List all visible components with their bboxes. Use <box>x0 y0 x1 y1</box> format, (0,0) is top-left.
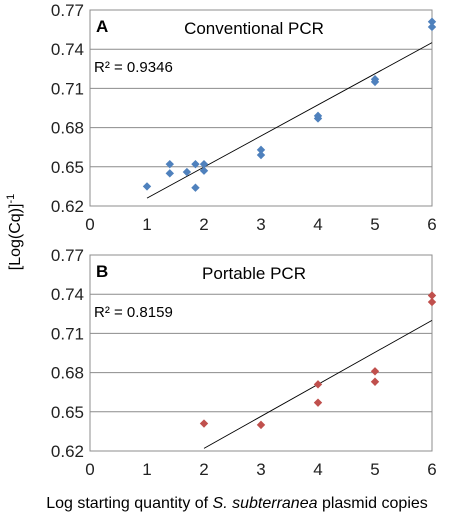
panel-b-points <box>199 291 437 430</box>
panel-a-trendline <box>146 42 433 199</box>
x-tick-label: 5 <box>370 215 379 234</box>
x-axis-label-suffix: plasmid copies <box>318 495 428 512</box>
x-axis-label: Log starting quantity of S. subterranea … <box>46 495 428 512</box>
panel-a-chart: 0.62 0.65 0.68 0.71 0.74 0.77 0 1 2 3 4 5 6 A Conve… <box>51 1 437 234</box>
y-axis-label: [Log(Cq)]-1 <box>5 194 24 270</box>
data-point <box>427 291 437 300</box>
x-tick-label: 5 <box>370 460 379 479</box>
panel-a-x-ticks: 0 1 2 3 4 5 6 <box>85 215 436 234</box>
panel-b-chart: 0.62 0.65 0.68 0.71 0.74 0.77 0 1 2 3 4 5 6 B Porta… <box>51 246 437 479</box>
panel-b-x-ticks: 0 1 2 3 4 5 6 <box>85 460 436 479</box>
y-axis-label-sup: -1 <box>5 194 17 204</box>
panel-a-y-ticks: 0.62 0.65 0.68 0.71 0.74 0.77 <box>51 1 84 216</box>
y-tick-label: 0.77 <box>51 246 84 265</box>
panel-a-gridlines <box>90 48 432 168</box>
panel-b-r-squared: R² = 0.8159 <box>94 304 173 321</box>
data-point <box>199 419 209 428</box>
data-point <box>313 380 323 389</box>
data-point <box>191 183 200 192</box>
panel-b-title: Portable PCR <box>202 264 306 283</box>
y-tick-label: 0.62 <box>51 442 84 461</box>
y-tick-label: 0.65 <box>51 158 84 177</box>
x-tick-label: 1 <box>142 460 151 479</box>
data-point <box>256 420 266 430</box>
panel-a-points <box>142 17 437 192</box>
data-point <box>427 297 437 307</box>
y-tick-label: 0.68 <box>51 364 84 383</box>
x-tick-label: 2 <box>199 215 208 234</box>
x-axis-label-species: S. subterranea <box>213 495 318 512</box>
panel-b-frame <box>89 254 433 452</box>
y-axis-label-main: [Log(Cq)] <box>7 204 24 271</box>
x-axis-label-prefix: Log starting quantity of <box>46 495 212 512</box>
x-tick-label: 4 <box>313 215 322 234</box>
data-point <box>370 77 380 87</box>
data-point <box>191 159 200 169</box>
data-point <box>313 114 323 123</box>
data-point <box>165 169 174 178</box>
y-tick-label: 0.74 <box>51 40 84 59</box>
panel-a-title: Conventional PCR <box>184 19 324 38</box>
y-tick-label: 0.71 <box>51 324 84 343</box>
data-point <box>313 398 323 407</box>
x-tick-label: 0 <box>85 215 94 234</box>
data-point <box>427 22 437 32</box>
y-tick-label: 0.65 <box>51 403 84 422</box>
panel-a-r-squared: R² = 0.9346 <box>94 59 173 76</box>
x-tick-label: 3 <box>256 215 265 234</box>
x-tick-label: 3 <box>256 460 265 479</box>
data-point <box>165 159 174 169</box>
data-point <box>199 159 209 169</box>
data-point <box>199 166 209 175</box>
x-tick-label: 2 <box>199 460 208 479</box>
panel-b-letter: B <box>96 262 108 281</box>
data-point <box>256 150 266 160</box>
data-point <box>182 167 192 177</box>
panel-a-frame <box>89 9 433 207</box>
y-tick-label: 0.71 <box>51 79 84 98</box>
x-tick-label: 6 <box>427 215 436 234</box>
data-point <box>142 182 152 191</box>
panel-a-letter: A <box>96 17 108 36</box>
x-tick-label: 6 <box>427 460 436 479</box>
data-point <box>370 367 380 376</box>
x-tick-label: 0 <box>85 460 94 479</box>
x-tick-label: 4 <box>313 460 322 479</box>
x-tick-label: 1 <box>142 215 151 234</box>
y-tick-label: 0.74 <box>51 285 84 304</box>
y-tick-label: 0.68 <box>51 119 84 138</box>
data-point <box>370 377 380 386</box>
y-tick-label: 0.62 <box>51 197 84 216</box>
data-point <box>427 17 437 26</box>
data-point <box>256 145 266 155</box>
y-tick-label: 0.77 <box>51 1 84 20</box>
panel-b-y-ticks: 0.62 0.65 0.68 0.71 0.74 0.77 <box>51 246 84 461</box>
